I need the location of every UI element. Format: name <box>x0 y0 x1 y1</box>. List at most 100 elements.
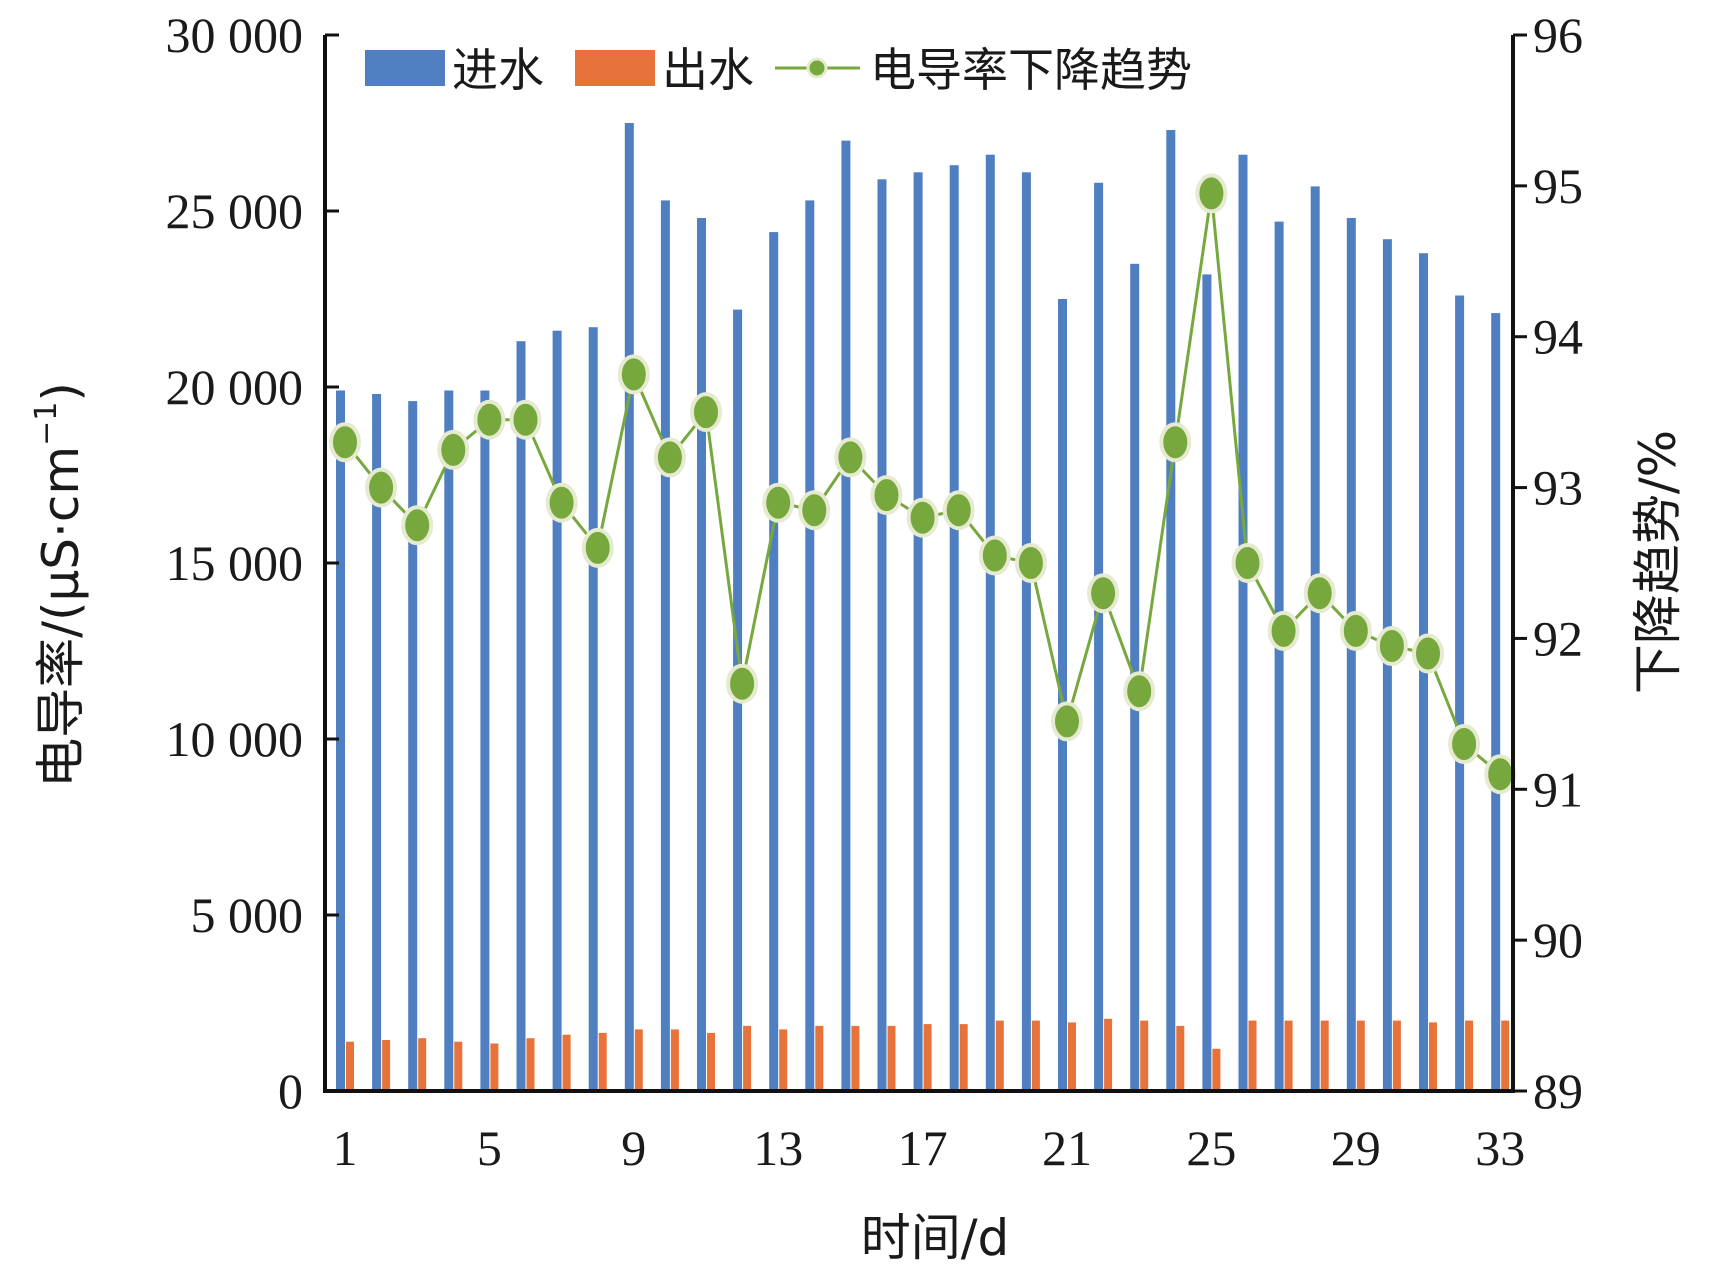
x-tick-label: 29 <box>1331 1120 1381 1176</box>
trend-point <box>365 467 398 508</box>
trend-point <box>509 399 542 440</box>
trend-point <box>1267 610 1300 651</box>
bar-outflow <box>995 1020 1004 1091</box>
trend-point <box>1159 422 1192 463</box>
trend-point <box>1339 610 1372 651</box>
bar-inflow <box>1238 154 1248 1091</box>
bar-inflow <box>913 172 923 1092</box>
legend-label-outflow: 出水 <box>662 43 754 97</box>
bar-outflow <box>382 1040 391 1091</box>
bar-outflow <box>418 1038 427 1091</box>
trend-point <box>653 437 686 478</box>
trend-point <box>581 527 614 568</box>
left-tick-label: 10 000 <box>166 711 304 767</box>
x-tick-label: 25 <box>1186 1120 1236 1176</box>
trend-point <box>762 482 795 523</box>
trend-point <box>1412 633 1444 674</box>
bar-outflow <box>1068 1022 1076 1091</box>
x-tick-label: 13 <box>753 1120 803 1176</box>
trend-point <box>690 392 722 433</box>
bar-inflow <box>985 154 995 1091</box>
trend-point <box>1014 543 1047 583</box>
bar-outflow <box>526 1038 535 1091</box>
left-tick-label: 5 000 <box>191 887 304 943</box>
y-axis-title-sup: −1 <box>29 402 64 446</box>
x-tick-label: 21 <box>1042 1120 1092 1176</box>
y2-axis-title: 下降趋势/% <box>1629 430 1687 694</box>
right-tick-label: 95 <box>1533 158 1583 214</box>
trend-point <box>401 505 434 546</box>
right-tick-label: 91 <box>1533 761 1583 817</box>
trend-point <box>1051 701 1083 742</box>
bar-inflow <box>552 330 562 1091</box>
bar-inflow <box>1166 130 1176 1091</box>
legend-label-trend: 电导率下降趋势 <box>870 43 1192 97</box>
bar-outflow <box>1140 1020 1149 1091</box>
bar-outflow <box>346 1041 354 1091</box>
bar-inflow <box>444 390 454 1091</box>
legend: 进水 出水 电导率下降趋势 <box>365 43 1192 97</box>
trend-point <box>437 429 470 470</box>
bar-inflow <box>624 123 634 1091</box>
right-tick-label: 96 <box>1533 7 1583 63</box>
bar-inflow <box>949 165 959 1091</box>
bar-inflow <box>516 341 526 1091</box>
left-tick-label: 0 <box>278 1063 303 1119</box>
bar-inflow <box>372 394 382 1091</box>
bar-inflow <box>588 327 598 1091</box>
legend-swatch-inflow <box>365 50 445 86</box>
right-tick-label: 94 <box>1533 309 1583 365</box>
bar-outflow <box>1031 1020 1040 1091</box>
bar-outflow <box>454 1041 463 1091</box>
trend-point <box>798 490 831 531</box>
left-tick-label: 20 000 <box>166 359 304 415</box>
x-tick-label: 5 <box>477 1120 502 1176</box>
bar-inflow <box>1202 274 1212 1091</box>
trend-point <box>1231 543 1264 583</box>
bar-outflow <box>670 1029 679 1091</box>
trend-point <box>1303 573 1336 614</box>
bar-inflow <box>769 232 779 1092</box>
bar-inflow <box>408 401 418 1092</box>
y-axis-title-close: ) <box>32 382 90 402</box>
legend-swatch-outflow <box>575 50 655 86</box>
right-tick-label: 90 <box>1533 912 1583 968</box>
trend-point <box>1484 754 1517 795</box>
trend-point <box>545 482 578 523</box>
bar-outflow <box>634 1029 643 1091</box>
legend-swatch-trend-marker <box>806 57 828 79</box>
right-tick-label: 89 <box>1533 1063 1583 1119</box>
bar-outflow <box>1176 1025 1185 1091</box>
bar-outflow <box>1248 1020 1257 1091</box>
bar-outflow <box>1501 1020 1510 1091</box>
bar-outflow <box>490 1043 499 1091</box>
trend-point <box>1195 173 1228 214</box>
trend-point <box>329 422 361 463</box>
bar-outflow <box>598 1032 607 1091</box>
x-tick-label: 1 <box>333 1120 358 1176</box>
svg-text:电导率/(μS·cm−1): 电导率/(μS·cm−1) <box>29 382 90 788</box>
bar-outflow <box>959 1024 968 1091</box>
outflow-bars <box>346 1018 1510 1091</box>
x-axis-ticks: 1 5 9 13 17 21 25 29 33 <box>333 1120 1526 1176</box>
bar-outflow <box>815 1025 824 1091</box>
x-tick-label: 9 <box>621 1120 646 1176</box>
y-axis-title-main: 电导率/(μS·cm <box>32 446 90 788</box>
bar-outflow <box>1392 1020 1401 1091</box>
trend-point <box>870 475 903 516</box>
trend-point <box>617 354 650 395</box>
bar-inflow <box>1310 186 1320 1091</box>
trend-point <box>978 535 1011 576</box>
bar-outflow <box>851 1025 860 1091</box>
left-tick-label: 25 000 <box>166 183 304 239</box>
x-tick-label: 33 <box>1475 1120 1525 1176</box>
trend-series <box>329 173 1517 795</box>
bar-outflow <box>1356 1020 1365 1091</box>
trend-point <box>906 497 939 538</box>
trend-point <box>1375 626 1408 666</box>
trend-point <box>1087 573 1120 614</box>
bar-outflow <box>707 1032 715 1091</box>
bar-inflow <box>841 140 851 1092</box>
bar-inflow <box>336 390 345 1091</box>
